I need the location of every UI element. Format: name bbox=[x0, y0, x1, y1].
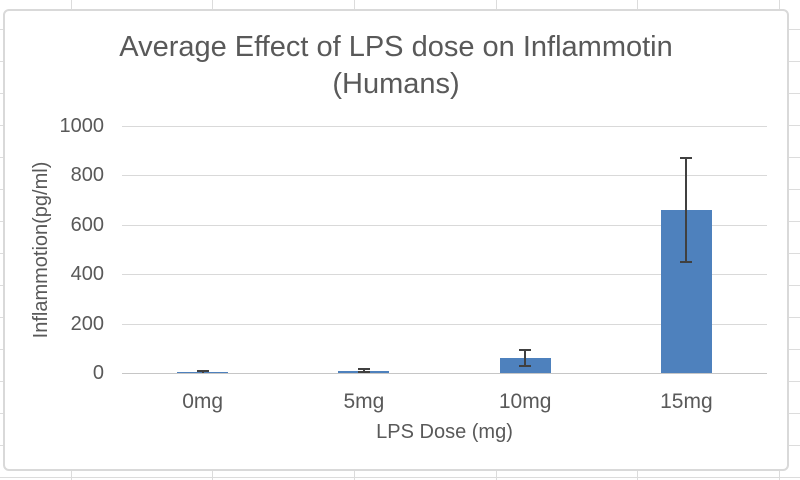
chart-object[interactable]: Average Effect of LPS dose on Inflammoti… bbox=[3, 9, 789, 471]
y-tick-label: 0 bbox=[92, 362, 104, 384]
y-gridline bbox=[122, 175, 767, 177]
error-bar-cap-top-10mg bbox=[519, 349, 532, 352]
error-bar-cap-top-15mg bbox=[680, 156, 693, 159]
x-category-label-5mg: 5mg bbox=[343, 390, 385, 413]
x-category-label-10mg: 10mg bbox=[498, 390, 552, 413]
x-axis-line bbox=[122, 373, 767, 374]
error-bar-cap-top-0mg bbox=[196, 370, 209, 373]
error-bar-cap-bottom-10mg bbox=[519, 365, 532, 368]
error-bar-5mg bbox=[362, 369, 365, 373]
error-bar-15mg bbox=[685, 157, 688, 263]
chart-title: Average Effect of LPS dose on Inflammoti… bbox=[5, 29, 787, 103]
y-tick-label: 400 bbox=[70, 263, 104, 286]
y-tick-label: 200 bbox=[70, 312, 104, 335]
chart-title-line2: (Humans) bbox=[332, 68, 460, 100]
y-gridline bbox=[122, 126, 767, 127]
y-gridline bbox=[122, 274, 767, 276]
y-tick-label: 1000 bbox=[59, 115, 105, 137]
y-gridline bbox=[122, 323, 767, 325]
x-category-label-0mg: 0mg bbox=[182, 390, 224, 413]
chart-title-line1: Average Effect of LPS dose on Inflammoti… bbox=[119, 31, 673, 63]
error-bar-cap-bottom-15mg bbox=[680, 261, 693, 264]
y-tick-label: 800 bbox=[70, 164, 104, 187]
x-category-label-15mg: 15mg bbox=[660, 390, 713, 413]
error-bar-10mg bbox=[524, 350, 527, 367]
x-axis-title: LPS Dose (mg) bbox=[376, 421, 513, 443]
error-bar-cap-bottom-5mg bbox=[357, 371, 370, 374]
y-tick-label: 600 bbox=[70, 213, 104, 236]
y-gridline bbox=[122, 224, 767, 226]
error-bar-cap-top-5mg bbox=[357, 368, 370, 371]
